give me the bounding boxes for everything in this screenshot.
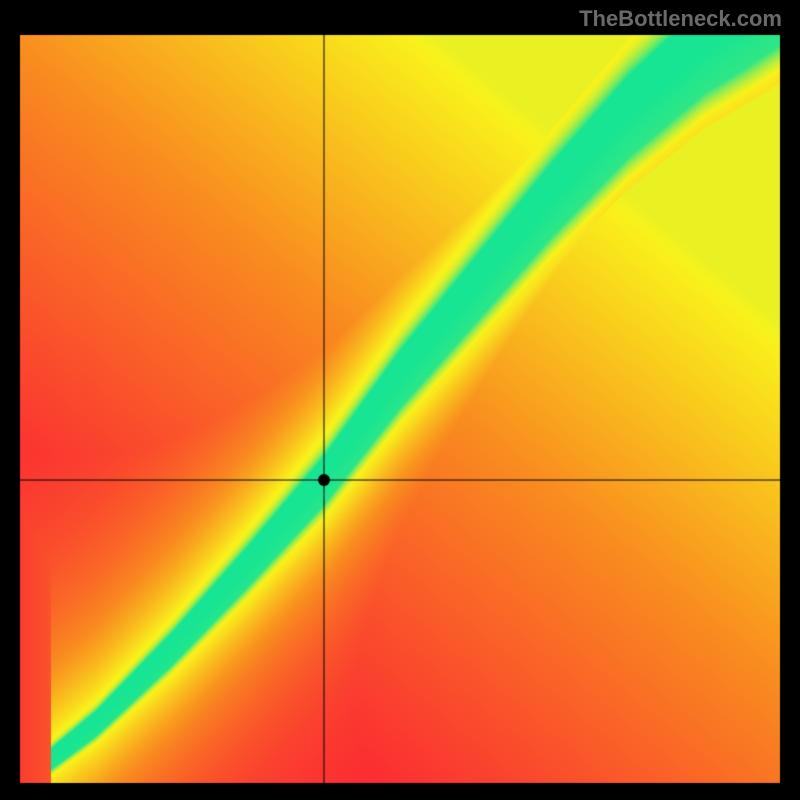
watermark-text: TheBottleneck.com xyxy=(579,6,782,32)
heatmap-canvas xyxy=(0,0,800,800)
chart-container: TheBottleneck.com xyxy=(0,0,800,800)
